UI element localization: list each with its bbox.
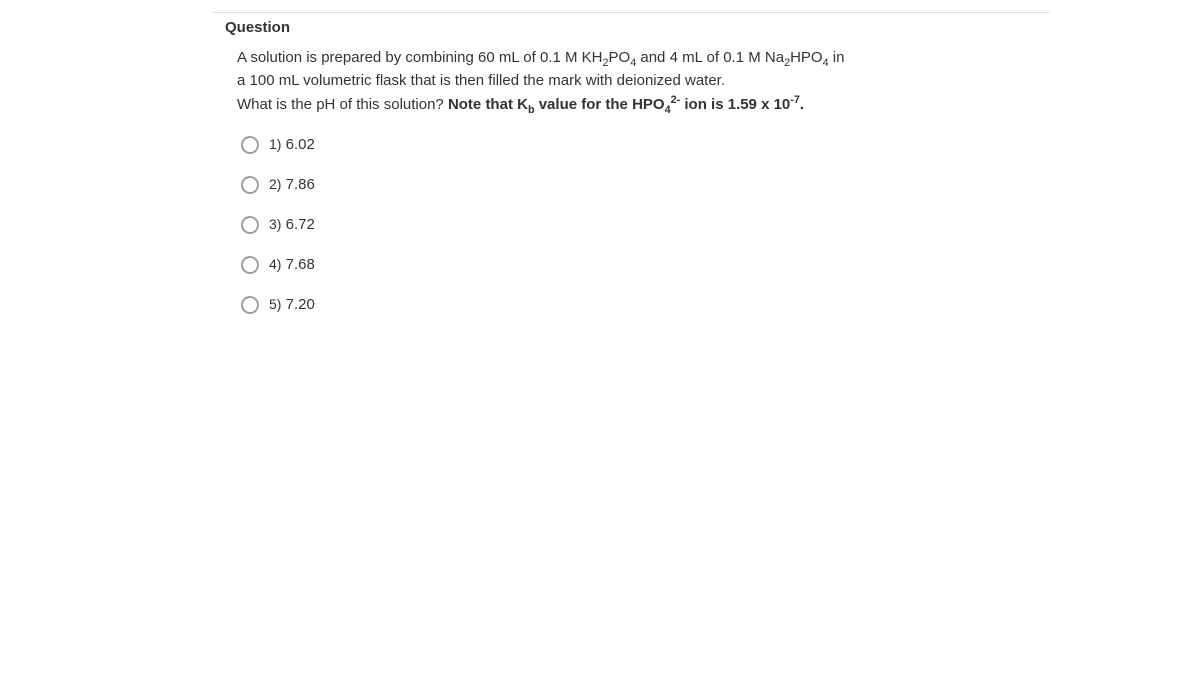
question-stem: A solution is prepared by combining 60 m… (237, 46, 850, 116)
option-3[interactable]: 3) 6.72 (241, 216, 850, 234)
radio-icon[interactable] (241, 216, 259, 234)
option-label: 3) 6.72 (269, 216, 315, 233)
option-label: 1) 6.02 (269, 136, 315, 153)
radio-icon[interactable] (241, 256, 259, 274)
option-5[interactable]: 5) 7.20 (241, 296, 850, 314)
option-label: 2) 7.86 (269, 176, 315, 193)
options-list: 1) 6.02 2) 7.86 3) 6.72 4) 7.68 5) 7.20 (241, 136, 850, 314)
radio-icon[interactable] (241, 176, 259, 194)
top-rule (213, 12, 1050, 13)
question-label: Question (225, 19, 850, 36)
question-container: Question A solution is prepared by combi… (0, 0, 850, 314)
option-2[interactable]: 2) 7.86 (241, 176, 850, 194)
stem-text: A solution is prepared by combining 60 m… (237, 49, 844, 89)
option-label: 4) 7.68 (269, 256, 315, 273)
option-4[interactable]: 4) 7.68 (241, 256, 850, 274)
option-label: 5) 7.20 (269, 296, 315, 313)
stem-text-2: What is the pH of this solution? Note th… (237, 96, 804, 113)
option-1[interactable]: 1) 6.02 (241, 136, 850, 154)
radio-icon[interactable] (241, 296, 259, 314)
radio-icon[interactable] (241, 136, 259, 154)
